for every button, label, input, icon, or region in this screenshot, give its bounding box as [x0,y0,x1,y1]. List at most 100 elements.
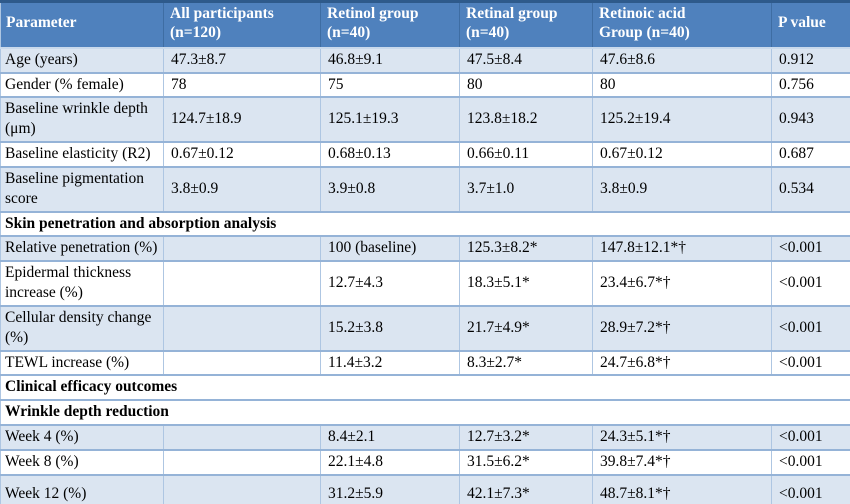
table-row: Gender (% female) 78 75 80 80 0.756 [0,71,850,98]
value-cell: 3.7±1.0 [459,165,593,212]
column-header-0: Parameter [0,1,164,49]
table-row: Week 8 (%) 22.1±4.8 31.5±6.2* 39.8±7.4*† <0.… [0,448,850,475]
value-cell: 0.912 [771,46,850,73]
value-cell: 39.8±7.4*† [592,448,772,475]
value-cell [163,349,321,376]
parameter-cell: Age (years) [0,46,164,73]
section-row: Clinical efficacy outcomes [0,374,850,401]
value-cell: <0.001 [771,304,850,351]
value-cell: 124.7±18.9 [163,96,321,143]
value-cell: 8.3±2.7* [459,349,593,376]
value-cell: 3.9±0.8 [320,165,460,212]
parameter-cell: Baseline wrinkle depth (μm) [0,96,164,143]
table-row: Baseline pigmentation score 3.8±0.9 3.9±0.… [0,165,850,212]
parameter-cell: Week 8 (%) [0,448,164,475]
value-cell: 0.67±0.12 [163,141,321,167]
value-cell: 125.1±19.3 [320,96,460,143]
value-cell: 8.4±2.1 [320,424,460,450]
value-cell: 0.66±0.11 [459,141,593,167]
column-header-2: Retinol group (n=40) [320,1,460,49]
value-cell: 23.4±6.7*† [592,260,772,306]
value-cell: 0.687 [771,141,850,167]
table-row: Week 12 (%) 31.2±5.9 42.1±7.3* 48.7±8.1*† <0… [0,473,850,504]
parameter-cell: TEWL increase (%) [0,349,164,376]
value-cell: 47.5±8.4 [459,46,593,73]
value-cell [163,304,321,351]
value-cell: <0.001 [771,424,850,450]
value-cell: 31.5±6.2* [459,448,593,475]
value-cell: 24.3±5.1*† [592,424,772,450]
value-cell: 0.67±0.12 [592,141,772,167]
value-cell: 0.943 [771,96,850,143]
value-cell: 42.1±7.3* [459,473,593,504]
table-row: Week 4 (%) 8.4±2.1 12.7±3.2* 24.3±5.1*† <0.0… [0,424,850,450]
value-cell: <0.001 [771,260,850,306]
value-cell: 22.1±4.8 [320,448,460,475]
value-cell: 0.68±0.13 [320,141,460,167]
column-header-3: Retinal group (n=40) [459,1,593,49]
value-cell: 11.4±3.2 [320,349,460,376]
value-cell [163,235,321,262]
value-cell: 12.7±4.3 [320,260,460,306]
parameter-cell: Baseline elasticity (R2) [0,141,164,167]
column-header-4: Retinoic acid Group (n=40) [592,1,772,49]
parameter-cell: Baseline pigmentation score [0,165,164,212]
value-cell [163,473,321,504]
table-row: Cellular density change (%) 15.2±3.8 21.7±… [0,304,850,351]
value-cell: 80 [459,71,593,98]
value-cell: 47.3±8.7 [163,46,321,73]
value-cell: 125.2±19.4 [592,96,772,143]
value-cell: <0.001 [771,473,850,504]
section-label: Wrinkle depth reduction [0,399,850,426]
table-row: Epidermal thickness increase (%) 12.7±4.3… [0,260,850,306]
section-label: Clinical efficacy outcomes [0,374,850,401]
table-header-row: Parameter All participants (n=120) Retinol… [0,1,850,49]
value-cell [163,424,321,450]
value-cell: 31.2±5.9 [320,473,460,504]
value-cell: 147.8±12.1*† [592,235,772,262]
column-header-1: All participants (n=120) [163,1,321,49]
value-cell: 0.534 [771,165,850,212]
parameter-cell: Week 12 (%) [0,473,164,504]
table-row: Baseline elasticity (R2) 0.67±0.12 0.68±0.… [0,141,850,167]
section-row: Wrinkle depth reduction [0,399,850,426]
value-cell: 18.3±5.1* [459,260,593,306]
value-cell: 75 [320,71,460,98]
value-cell: 80 [592,71,772,98]
value-cell: 28.9±7.2*† [592,304,772,351]
value-cell: 12.7±3.2* [459,424,593,450]
value-cell: 78 [163,71,321,98]
value-cell: 125.3±8.2* [459,235,593,262]
value-cell: 47.6±8.6 [592,46,772,73]
value-cell: 24.7±6.8*† [592,349,772,376]
table-row: Baseline wrinkle depth (μm) 124.7±18.9 125… [0,96,850,143]
value-cell: 3.8±0.9 [592,165,772,212]
value-cell: 123.8±18.2 [459,96,593,143]
value-cell: 3.8±0.9 [163,165,321,212]
value-cell: <0.001 [771,448,850,475]
parameter-cell: Gender (% female) [0,71,164,98]
table-body: Age (years) 47.3±8.7 46.8±9.1 47.5±8.4 47.6±… [0,46,850,504]
value-cell: 15.2±3.8 [320,304,460,351]
value-cell: <0.001 [771,349,850,376]
value-cell: 0.756 [771,71,850,98]
value-cell: 48.7±8.1*† [592,473,772,504]
table-row: Relative penetration (%) 100 (baseline) 12… [0,235,850,262]
value-cell: <0.001 [771,235,850,262]
parameter-cell: Epidermal thickness increase (%) [0,260,164,306]
value-cell: 46.8±9.1 [320,46,460,73]
value-cell [163,448,321,475]
column-header-5: P value [771,1,850,49]
parameter-cell: Relative penetration (%) [0,235,164,262]
table-row: TEWL increase (%) 11.4±3.2 8.3±2.7* 24.7±6.… [0,349,850,376]
parameter-cell: Week 4 (%) [0,424,164,450]
value-cell: 21.7±4.9* [459,304,593,351]
table-header: Parameter All participants (n=120) Retinol… [0,1,850,49]
value-cell: 100 (baseline) [320,235,460,262]
section-label: Skin penetration and absorption analysis [0,210,850,237]
value-cell [163,260,321,306]
parameter-cell: Cellular density change (%) [0,304,164,351]
table-row: Age (years) 47.3±8.7 46.8±9.1 47.5±8.4 47.6±… [0,46,850,73]
